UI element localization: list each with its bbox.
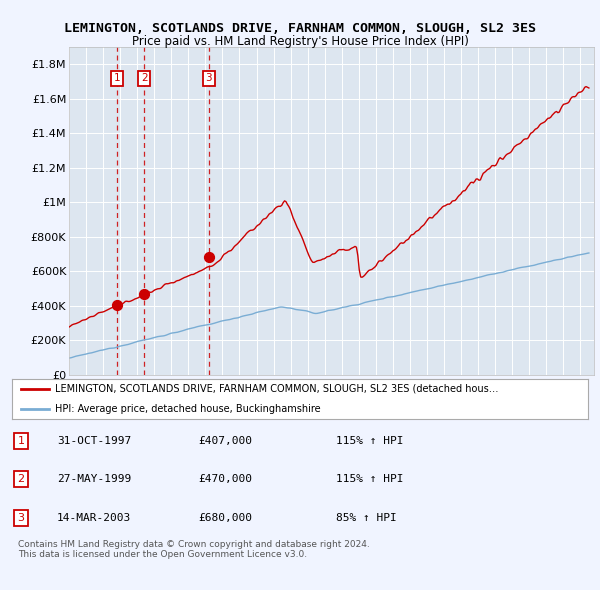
Text: 1: 1 [114,73,121,83]
Text: 2: 2 [141,73,148,83]
Text: 85% ↑ HPI: 85% ↑ HPI [336,513,397,523]
Text: 14-MAR-2003: 14-MAR-2003 [57,513,131,523]
Text: 115% ↑ HPI: 115% ↑ HPI [336,474,404,484]
Text: Price paid vs. HM Land Registry's House Price Index (HPI): Price paid vs. HM Land Registry's House … [131,35,469,48]
Text: 31-OCT-1997: 31-OCT-1997 [57,436,131,446]
Text: 3: 3 [206,73,212,83]
Text: HPI: Average price, detached house, Buckinghamshire: HPI: Average price, detached house, Buck… [55,404,321,414]
Text: £407,000: £407,000 [198,436,252,446]
Point [139,289,149,299]
Text: 3: 3 [17,513,25,523]
Point [112,300,122,309]
Text: £680,000: £680,000 [198,513,252,523]
Text: 115% ↑ HPI: 115% ↑ HPI [336,436,404,446]
Text: LEMINGTON, SCOTLANDS DRIVE, FARNHAM COMMON, SLOUGH, SL2 3ES: LEMINGTON, SCOTLANDS DRIVE, FARNHAM COMM… [64,22,536,35]
Text: 1: 1 [17,436,25,446]
Text: 27-MAY-1999: 27-MAY-1999 [57,474,131,484]
Text: LEMINGTON, SCOTLANDS DRIVE, FARNHAM COMMON, SLOUGH, SL2 3ES (detached hous…: LEMINGTON, SCOTLANDS DRIVE, FARNHAM COMM… [55,384,499,394]
Text: Contains HM Land Registry data © Crown copyright and database right 2024.
This d: Contains HM Land Registry data © Crown c… [18,540,370,559]
Point [204,253,214,262]
Text: £470,000: £470,000 [198,474,252,484]
Text: 2: 2 [17,474,25,484]
